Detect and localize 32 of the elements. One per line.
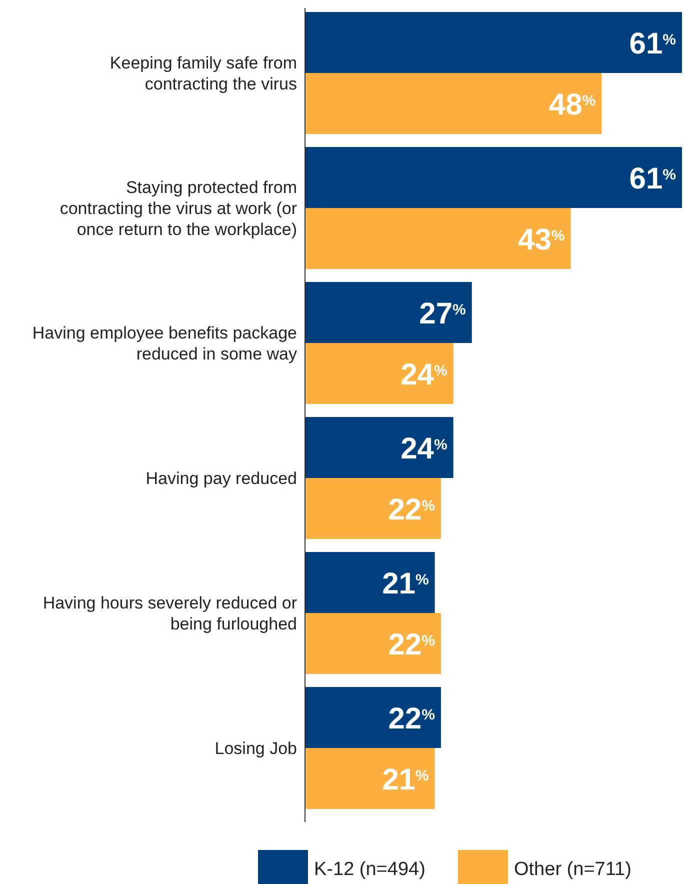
bar [305, 12, 682, 73]
y-tick-label: Having pay reduced [146, 469, 297, 488]
bar [305, 552, 435, 613]
data-label: 48$^{%}$ [548, 88, 596, 122]
data-label: 61$^{%}$ [629, 162, 676, 196]
data-label: 27$^{%}$ [419, 298, 466, 330]
bar [305, 478, 441, 539]
y-tick-label: Staying protected from contracting the virus at work (or once return to the workplace) [60, 178, 298, 239]
data-label: 43$^{%}$ [518, 224, 565, 256]
data-label: 21$^{%}$ [382, 764, 429, 796]
data-label: 22$^{%}$ [388, 702, 435, 736]
legend-label: K-12 (n=494) [314, 859, 426, 880]
bar [305, 73, 602, 134]
y-tick-label: Keeping family safe from contracting the virus [110, 54, 297, 94]
y-tick-label: Losing Job [214, 739, 297, 758]
data-label: 24$^{%}$ [400, 432, 448, 466]
bar [305, 417, 454, 478]
data-label: 22$^{%}$ [388, 628, 435, 662]
data-label: 24$^{%}$ [400, 358, 448, 392]
bar [305, 613, 441, 674]
data-label: 61$^{%}$ [629, 28, 676, 60]
data-label: 22$^{%}$ [388, 494, 435, 526]
bar [305, 208, 571, 269]
bar [305, 147, 682, 208]
y-tick-label: Having employee benefits package reduced in some way [32, 324, 298, 364]
y-tick-label: Having hours severely reduced or being furloughed [42, 594, 298, 634]
bar [305, 748, 435, 809]
bar [305, 343, 454, 404]
legend-label: Other (n=711) [514, 859, 632, 880]
data-label: 21$^{%}$ [382, 568, 429, 600]
bar [305, 687, 441, 748]
bar [305, 282, 472, 343]
